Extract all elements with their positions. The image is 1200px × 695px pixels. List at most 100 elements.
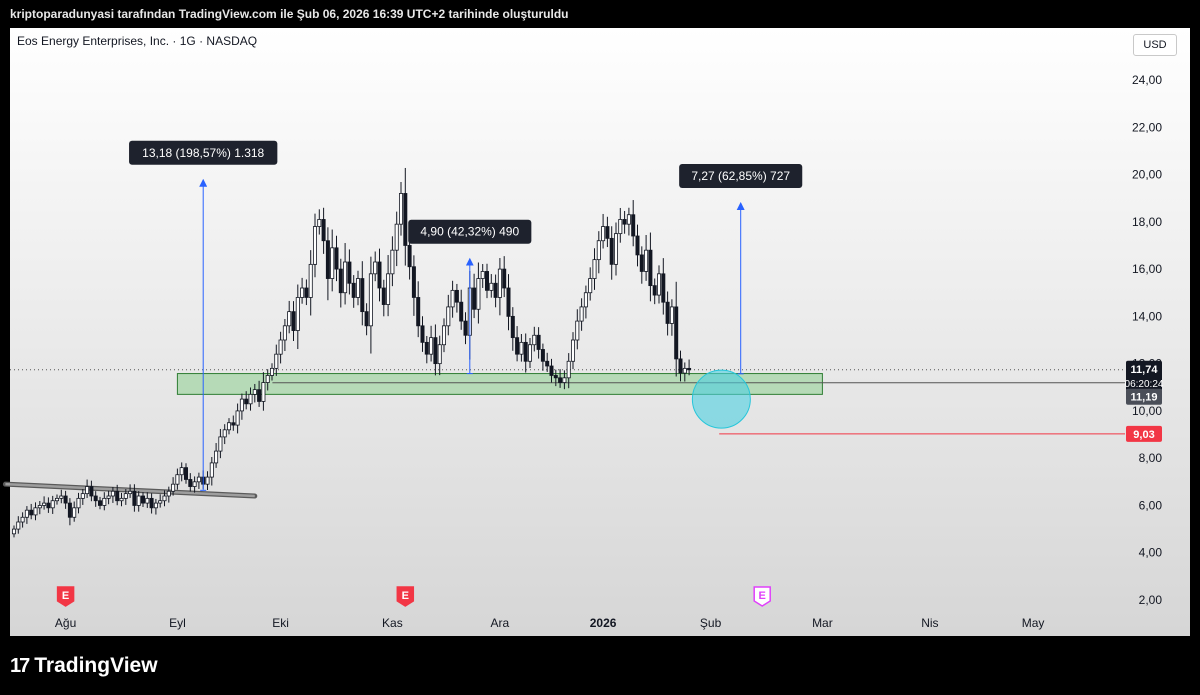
candle[interactable] — [536, 327, 541, 359]
candle[interactable] — [429, 325, 434, 362]
candle[interactable] — [325, 227, 330, 301]
candle[interactable] — [639, 246, 644, 284]
candle[interactable] — [235, 403, 240, 434]
candle[interactable] — [308, 250, 313, 316]
candle[interactable] — [102, 492, 107, 511]
candle[interactable] — [626, 207, 631, 236]
candle[interactable] — [291, 301, 296, 342]
measure-label-box[interactable] — [408, 219, 532, 244]
candle[interactable] — [515, 326, 520, 362]
candle[interactable] — [433, 324, 438, 376]
candle[interactable] — [123, 489, 128, 505]
candle[interactable] — [377, 248, 382, 302]
candle[interactable] — [416, 281, 421, 338]
candle[interactable] — [502, 256, 507, 298]
candle[interactable] — [493, 274, 498, 308]
candle[interactable] — [106, 490, 111, 505]
candle[interactable] — [497, 258, 502, 316]
candle[interactable] — [506, 274, 511, 331]
candle[interactable] — [386, 255, 391, 317]
candle[interactable] — [381, 279, 386, 317]
candle[interactable] — [355, 270, 360, 306]
candle[interactable] — [678, 350, 683, 382]
candle[interactable] — [287, 300, 292, 334]
candle[interactable] — [343, 243, 348, 305]
candle[interactable] — [93, 491, 98, 507]
candle[interactable] — [441, 318, 446, 353]
tradingview-logo[interactable]: 17 TradingView — [10, 654, 158, 678]
candle[interactable] — [373, 251, 378, 282]
candle[interactable] — [403, 167, 408, 266]
candle[interactable] — [523, 333, 528, 373]
candle[interactable] — [674, 281, 679, 377]
candle[interactable] — [571, 332, 576, 370]
candle[interactable] — [360, 261, 365, 326]
candle[interactable] — [484, 263, 489, 299]
candle[interactable] — [80, 489, 85, 505]
highlight-circle[interactable] — [691, 369, 751, 429]
candle[interactable] — [162, 490, 167, 507]
candle[interactable] — [46, 497, 51, 513]
candle[interactable] — [605, 216, 610, 248]
candle[interactable] — [446, 294, 451, 336]
currency-button[interactable]: USD — [1133, 34, 1177, 56]
candle[interactable] — [317, 209, 322, 235]
candle[interactable] — [89, 480, 94, 502]
candle[interactable] — [231, 415, 236, 431]
candle[interactable] — [472, 273, 477, 319]
earnings-icon[interactable]: E — [56, 586, 75, 607]
candle[interactable] — [300, 277, 305, 304]
candle[interactable] — [618, 207, 623, 243]
candle[interactable] — [248, 387, 253, 411]
candle[interactable] — [510, 307, 515, 351]
candle[interactable] — [687, 359, 692, 376]
candle[interactable] — [665, 291, 670, 336]
candle[interactable] — [72, 501, 77, 522]
candle[interactable] — [239, 393, 244, 420]
candle[interactable] — [519, 333, 524, 362]
candle[interactable] — [661, 258, 666, 315]
candle[interactable] — [652, 278, 657, 305]
candle[interactable] — [16, 516, 21, 534]
candle[interactable] — [261, 372, 266, 411]
candle[interactable] — [338, 258, 343, 308]
candle[interactable] — [166, 486, 171, 503]
candle[interactable] — [179, 462, 184, 482]
candle[interactable] — [214, 443, 219, 468]
candle[interactable] — [420, 316, 425, 352]
candle[interactable] — [622, 210, 627, 234]
candle[interactable] — [304, 279, 309, 306]
candle[interactable] — [347, 249, 352, 295]
candle[interactable] — [145, 492, 150, 508]
candle[interactable] — [364, 303, 369, 336]
earnings-icon[interactable]: E — [396, 586, 415, 607]
candle[interactable] — [226, 418, 231, 435]
candle[interactable] — [282, 318, 287, 352]
candle[interactable] — [136, 491, 141, 512]
candle[interactable] — [588, 267, 593, 301]
candle[interactable] — [171, 477, 176, 496]
candle[interactable] — [528, 338, 533, 368]
candle[interactable] — [669, 299, 674, 336]
candle[interactable] — [24, 506, 29, 524]
candle[interactable] — [222, 424, 227, 445]
candle[interactable] — [209, 457, 214, 486]
measure-label-box[interactable] — [679, 163, 803, 188]
candle[interactable] — [549, 358, 554, 383]
candle[interactable] — [110, 486, 115, 503]
candle[interactable] — [450, 280, 455, 318]
candle[interactable] — [278, 331, 283, 364]
candle[interactable] — [330, 229, 335, 292]
candle[interactable] — [295, 284, 300, 350]
candle[interactable] — [558, 369, 563, 388]
candle[interactable] — [476, 262, 481, 324]
candle[interactable] — [368, 256, 373, 354]
candle[interactable] — [334, 235, 339, 282]
candle[interactable] — [274, 344, 279, 376]
candle[interactable] — [175, 468, 180, 490]
candle[interactable] — [98, 496, 103, 510]
candle[interactable] — [394, 211, 399, 267]
candle[interactable] — [67, 498, 72, 526]
candle[interactable] — [63, 490, 68, 509]
